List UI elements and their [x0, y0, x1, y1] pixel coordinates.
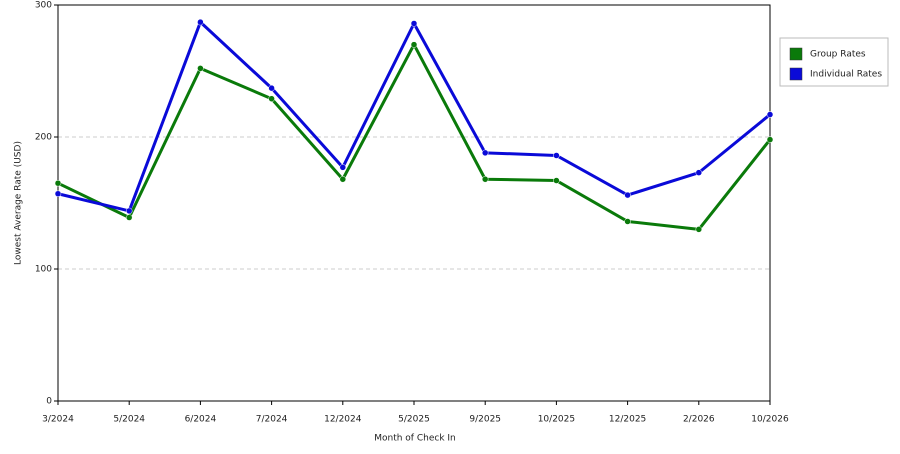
- x-tick-label: 6/2024: [185, 415, 217, 425]
- data-point: [766, 111, 774, 118]
- data-point: [268, 84, 275, 92]
- data-point: [125, 207, 133, 215]
- data-point: [695, 169, 703, 176]
- data-point: [268, 95, 275, 102]
- data-point: [197, 65, 204, 72]
- data-point: [410, 41, 418, 48]
- legend-label: Group Rates: [810, 50, 866, 60]
- y-tick-label: 200: [35, 133, 52, 143]
- plot-frame: [57, 4, 771, 402]
- data-point: [339, 164, 347, 171]
- y-tick-label: 0: [46, 397, 52, 407]
- data-point: [54, 179, 62, 187]
- data-point: [339, 175, 347, 183]
- x-tick-label: 5/2024: [113, 415, 145, 425]
- x-tick-label: 5/2025: [398, 415, 430, 425]
- legend-swatch: [789, 67, 803, 81]
- x-tick-label: 10/2026: [751, 415, 789, 425]
- x-tick-label: 7/2024: [256, 415, 288, 425]
- data-point: [197, 18, 204, 26]
- x-tick-label: 12/2024: [324, 415, 362, 425]
- data-point: [410, 20, 418, 27]
- data-point: [624, 218, 631, 225]
- x-tick-label: 3/2024: [42, 415, 74, 425]
- y-tick-label: 100: [35, 265, 52, 275]
- legend-swatch: [789, 47, 803, 61]
- data-point: [553, 177, 560, 184]
- data-point: [481, 149, 489, 157]
- x-tick-label: 9/2025: [469, 415, 501, 425]
- x-tick-label: 12/2025: [609, 415, 646, 425]
- data-point: [553, 152, 560, 159]
- data-point: [624, 191, 631, 199]
- data-point: [125, 214, 133, 221]
- x-axis-label: Month of Check In: [374, 434, 456, 444]
- series-line: [57, 20, 771, 213]
- legend-label: Individual Rates: [810, 70, 882, 80]
- x-tick-label: 2/2026: [683, 415, 715, 425]
- data-point: [695, 226, 703, 233]
- y-tick-label: 300: [35, 1, 52, 11]
- data-point: [54, 190, 62, 198]
- data-point: [481, 175, 489, 183]
- x-tick-label: 10/2025: [538, 415, 575, 425]
- data-point: [766, 136, 774, 143]
- y-axis-label: Lowest Average Rate (USD): [14, 141, 24, 265]
